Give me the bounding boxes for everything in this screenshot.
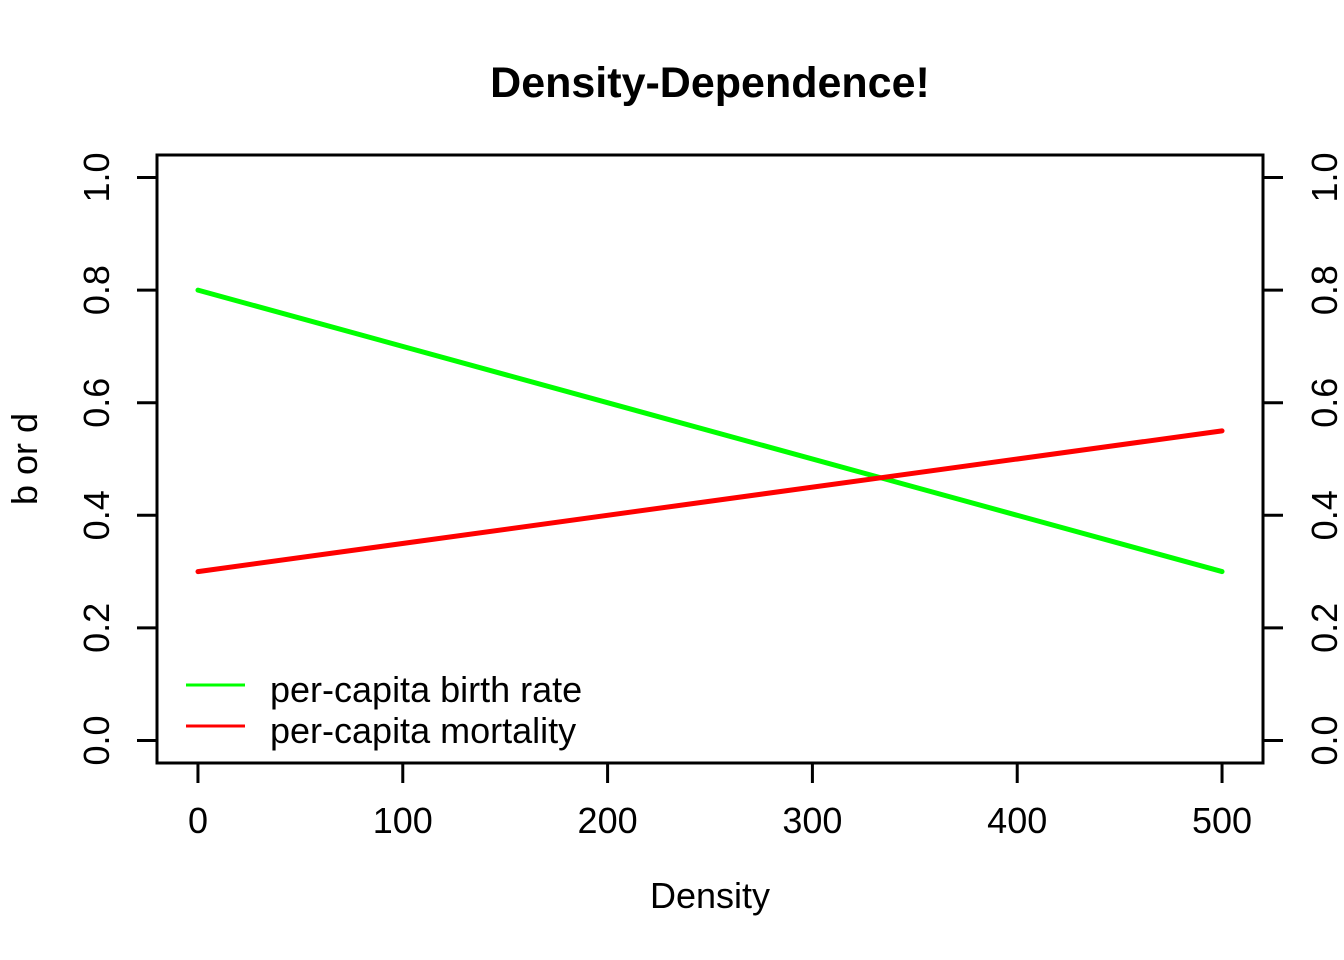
y-axis-tick-label-right: 0.6 xyxy=(1304,378,1344,428)
y-axis-tick-label-left: 0.8 xyxy=(76,265,117,315)
y-axis-tick-label-left: 1.0 xyxy=(76,152,117,202)
x-axis-tick-label: 200 xyxy=(578,800,638,841)
y-axis-tick-label-right: 0.2 xyxy=(1304,603,1344,653)
x-axis-tick-label: 300 xyxy=(782,800,842,841)
y-axis-tick-label-left: 0.0 xyxy=(76,715,117,765)
x-axis-tick-label: 500 xyxy=(1192,800,1252,841)
y-axis-tick-label-right: 1.0 xyxy=(1304,152,1344,202)
x-axis-tick-label: 100 xyxy=(373,800,433,841)
plot-box xyxy=(155,153,1265,765)
y-axis-tick-label-right: 0.0 xyxy=(1304,715,1344,765)
x-axis-tick-label: 400 xyxy=(987,800,1047,841)
x-axis-tick-label: 0 xyxy=(188,800,208,841)
birth-rate-line xyxy=(195,287,1225,575)
y-axis-tick-label-left: 0.6 xyxy=(76,378,117,428)
chart-title: Density-Dependence! xyxy=(490,59,930,107)
legend-birth-rate-label: per-capita birth rate xyxy=(270,669,582,710)
y-axis-tick-label-left: 0.4 xyxy=(76,490,117,540)
y-axis-tick-label-right: 0.4 xyxy=(1304,490,1344,540)
x-axis-label: Density xyxy=(650,875,770,916)
legend-mortality-label: per-capita mortality xyxy=(270,710,576,751)
y-axis-label: b or d xyxy=(4,413,45,505)
y-axis-tick-label-right: 0.8 xyxy=(1304,265,1344,315)
mortality-line xyxy=(195,428,1225,575)
y-axis-tick-label-left: 0.2 xyxy=(76,603,117,653)
